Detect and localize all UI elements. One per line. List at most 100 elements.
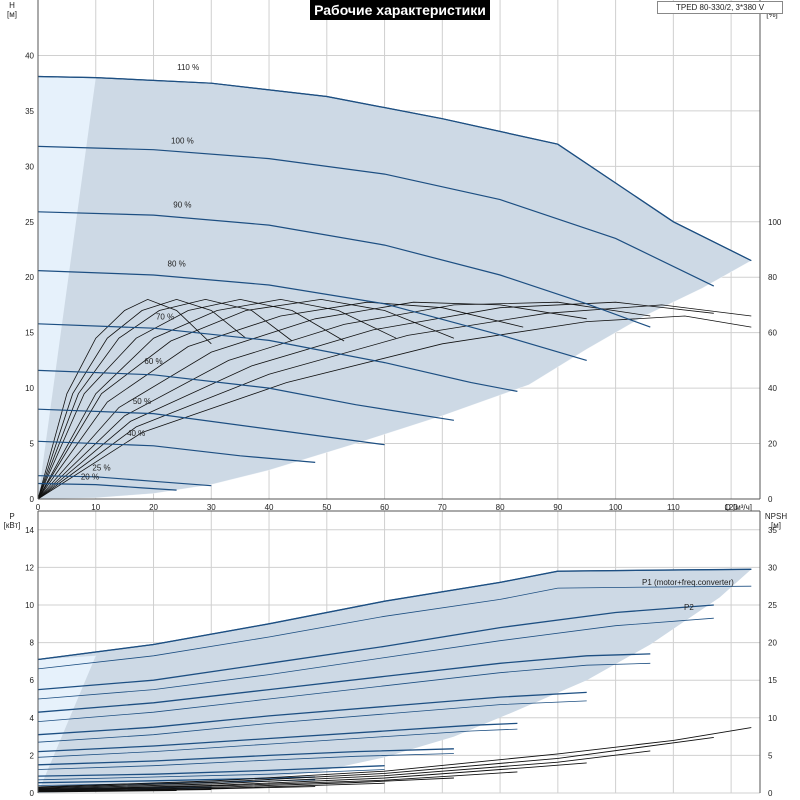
npsh-tick-label: 5 <box>768 751 773 760</box>
head-curve <box>37 408 385 446</box>
q-tick-label: 100 <box>609 503 623 512</box>
q-tick-label: 120 <box>724 503 738 512</box>
head-y-tick-label: 25 <box>25 218 34 227</box>
head-curve <box>37 75 752 262</box>
npsh-curve <box>37 777 454 791</box>
eta-axis-unit: [%] <box>766 10 778 19</box>
p2-curve <box>37 585 752 670</box>
q-tick-label: 60 <box>380 503 389 512</box>
efficiency-curve <box>37 301 714 500</box>
power-axis-label: P <box>9 512 14 521</box>
npsh-tick-label: 30 <box>768 563 777 572</box>
npsh-axis-label: NPSH <box>765 512 787 521</box>
power-y-tick-label: 10 <box>25 601 34 610</box>
p2-series-label: P2 <box>684 603 694 612</box>
p2-curve <box>37 753 454 770</box>
efficiency-curve <box>37 304 752 500</box>
eta-tick-label: 60 <box>768 329 777 338</box>
head-y-tick-label: 0 <box>30 495 35 504</box>
q-tick-label: 0 <box>36 503 41 512</box>
q-tick-label: 20 <box>149 503 158 512</box>
npsh-tick-label: 35 <box>768 526 777 535</box>
head-curve-label: 110 % <box>177 63 199 72</box>
head-curve <box>37 211 651 328</box>
head-operating-area <box>38 76 752 499</box>
efficiency-curve <box>37 301 587 500</box>
q-tick-label: 90 <box>553 503 562 512</box>
head-axis-unit: [м] <box>7 10 17 19</box>
power-operating-area <box>38 569 752 793</box>
head-curve <box>37 475 212 487</box>
npsh-tick-label: 25 <box>768 601 777 610</box>
p1-curve <box>37 691 587 736</box>
p1-series-label: P1 (motor+freq.converter) <box>642 578 734 587</box>
head-area-lower-edge <box>37 260 752 500</box>
q-axis-label: Q [м³/ч] <box>725 503 752 512</box>
head-curve-label: 60 % <box>144 357 162 366</box>
p1-curve <box>37 765 385 777</box>
p1-curve <box>37 722 518 753</box>
npsh-curve <box>37 727 752 788</box>
head-y-tick-label: 35 <box>25 107 34 116</box>
npsh-tick-label: 20 <box>768 639 777 648</box>
head-y-tick-label: 30 <box>25 162 34 171</box>
efficiency-curve <box>37 315 752 500</box>
head-curve <box>37 440 316 463</box>
head-y-tick-label: 5 <box>30 440 35 449</box>
npsh-tick-label: 15 <box>768 676 777 685</box>
efficiency-curve <box>37 298 397 500</box>
q-tick-label: 50 <box>322 503 331 512</box>
efficiency-curve <box>37 301 651 500</box>
power-y-tick-label: 0 <box>30 789 35 798</box>
eta-tick-label: 40 <box>768 384 777 393</box>
q-tick-label: 40 <box>265 503 274 512</box>
efficiency-curve <box>37 298 293 500</box>
p2-curve <box>37 728 518 758</box>
p2-curve <box>37 662 651 722</box>
head-axis-label: H <box>9 1 15 10</box>
head-curve <box>37 369 454 421</box>
model-label: TPED 80-330/2, 3*380 V <box>657 1 783 14</box>
power-y-tick-label: 8 <box>30 639 35 648</box>
head-curve <box>37 270 587 361</box>
p2-curve <box>37 700 587 743</box>
head-light-region <box>38 76 96 499</box>
power-y-tick-label: 4 <box>30 714 35 723</box>
npsh-tick-label: 0 <box>768 789 773 798</box>
eta-tick-label: 100 <box>768 218 782 227</box>
p2-curve <box>37 769 385 781</box>
eta-tick-label: 20 <box>768 440 777 449</box>
efficiency-curve <box>37 301 524 500</box>
power-y-tick-label: 14 <box>25 526 34 535</box>
q-tick-label: 70 <box>438 503 447 512</box>
power-y-tick-label: 12 <box>25 563 34 572</box>
npsh-axis-unit: [м] <box>771 521 781 530</box>
power-axis-unit: [кВт] <box>4 521 21 530</box>
eta-tick-label: 0 <box>768 495 773 504</box>
head-y-tick-label: 40 <box>25 51 34 60</box>
power-y-tick-label: 6 <box>30 676 35 685</box>
npsh-curve <box>37 771 518 791</box>
head-curve <box>37 482 177 491</box>
head-curve-label: 20 % <box>81 472 99 481</box>
efficiency-curve <box>37 298 212 500</box>
head-y-tick-label: 10 <box>25 384 34 393</box>
head-curve-label: 90 % <box>173 201 191 210</box>
head-y-tick-label: 20 <box>25 273 34 282</box>
q-tick-label: 30 <box>207 503 216 512</box>
efficiency-curve <box>37 298 345 500</box>
chart-title: Рабочие характеристики <box>310 0 490 20</box>
p1-curve <box>37 568 752 661</box>
q-tick-label: 110 <box>667 503 680 512</box>
npsh-curve <box>37 790 177 793</box>
q-tick-label: 10 <box>91 503 100 512</box>
npsh-tick-label: 10 <box>768 714 777 723</box>
power-light-region <box>38 655 96 793</box>
q-tick-label: 80 <box>496 503 505 512</box>
p1-curve <box>37 653 651 713</box>
head-y-tick-label: 15 <box>25 329 34 338</box>
head-curve-label: 25 % <box>92 463 110 472</box>
efficiency-curve <box>37 298 455 500</box>
head-curve <box>37 323 518 392</box>
